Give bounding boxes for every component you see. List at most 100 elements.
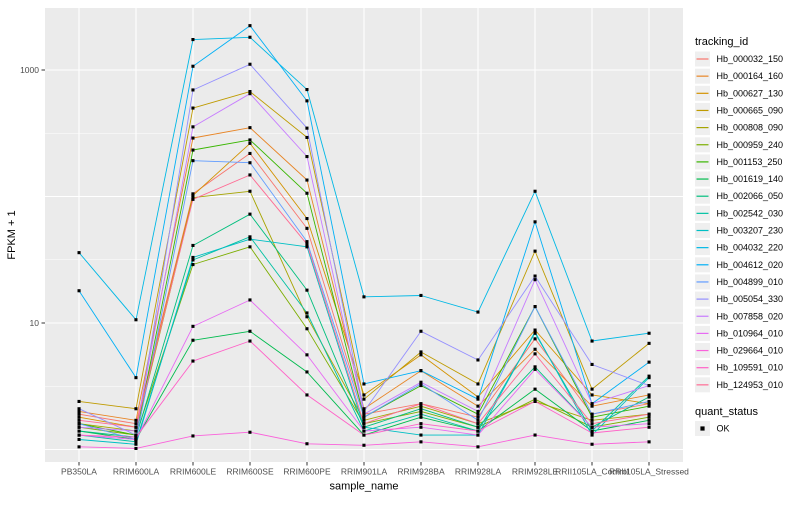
data-point — [191, 434, 195, 438]
data-point — [134, 446, 138, 450]
legend-item-Hb_000627_130: Hb_000627_130 — [695, 85, 783, 101]
data-point — [362, 425, 366, 429]
data-point — [647, 331, 651, 335]
data-point — [134, 407, 138, 411]
data-point — [191, 88, 195, 92]
legend-item-Hb_002066_050: Hb_002066_050 — [695, 188, 783, 204]
series-points-Hb_003207_230 — [77, 237, 651, 446]
data-point — [647, 422, 651, 426]
data-point — [533, 365, 537, 369]
legend: tracking_id Hb_000032_150Hb_000164_160Hb… — [695, 36, 783, 436]
data-point — [305, 370, 309, 374]
legend-title-quant-status: quant_status — [695, 406, 758, 418]
legend-label: Hb_000808_090 — [717, 123, 784, 133]
data-point — [191, 258, 195, 262]
legend-item-Hb_029664_010: Hb_029664_010 — [695, 343, 783, 358]
data-point — [419, 404, 423, 408]
data-point — [419, 350, 423, 354]
legend-item-Hb_004612_020: Hb_004612_020 — [695, 257, 783, 273]
data-point — [533, 399, 537, 403]
data-point — [191, 38, 195, 42]
data-point — [134, 433, 138, 437]
data-point — [305, 311, 309, 315]
data-point — [533, 397, 537, 401]
series-points-Hb_000665_090 — [77, 90, 651, 411]
data-point — [77, 407, 81, 411]
data-point — [77, 251, 81, 255]
data-point — [191, 136, 195, 140]
data-point — [191, 193, 195, 197]
data-point — [362, 295, 366, 299]
data-point — [77, 445, 81, 449]
data-point — [419, 407, 423, 411]
data-point — [362, 422, 366, 426]
data-point — [362, 407, 366, 411]
data-point — [419, 402, 423, 406]
data-point — [590, 422, 594, 426]
legend-label: Hb_000959_240 — [717, 140, 784, 150]
data-point — [305, 240, 309, 244]
data-point — [476, 395, 480, 399]
data-point — [305, 226, 309, 230]
y-tick-label: 10 — [30, 318, 40, 328]
data-point — [533, 433, 537, 437]
data-point — [77, 437, 81, 441]
data-point — [647, 399, 651, 403]
major-gridlines — [45, 8, 683, 462]
data-point — [362, 393, 366, 397]
data-point — [533, 328, 537, 332]
data-point — [533, 274, 537, 278]
data-point — [305, 353, 309, 357]
data-point — [305, 393, 309, 397]
legend-item-Hb_002542_030: Hb_002542_030 — [695, 205, 783, 221]
data-point — [647, 360, 651, 364]
data-point — [248, 92, 252, 96]
data-point — [305, 135, 309, 139]
data-point — [590, 393, 594, 397]
data-point — [77, 289, 81, 293]
data-point — [248, 189, 252, 193]
legend-item-ok: OK — [695, 421, 730, 436]
data-point — [305, 315, 309, 319]
data-point — [191, 64, 195, 68]
legend-label: Hb_001619_140 — [717, 174, 784, 184]
x-tick-label: RRIM928LE — [512, 467, 559, 477]
data-point — [191, 196, 195, 200]
data-point — [305, 245, 309, 249]
data-point — [647, 418, 651, 422]
data-point — [191, 192, 195, 196]
series-points-Hb_004032_220 — [77, 35, 651, 343]
data-point — [134, 376, 138, 380]
data-point — [248, 151, 252, 155]
data-point — [419, 329, 423, 333]
data-point — [419, 353, 423, 357]
data-point — [77, 425, 81, 429]
x-tick-label: RRIM600SE — [226, 467, 274, 477]
legend-item-Hb_005054_330: Hb_005054_330 — [695, 291, 783, 307]
data-point — [590, 402, 594, 406]
legend-item-Hb_000164_160: Hb_000164_160 — [695, 68, 783, 84]
legend-item-Hb_001153_250: Hb_001153_250 — [695, 154, 782, 170]
series-points-Hb_000627_130 — [77, 141, 651, 429]
data-point — [590, 412, 594, 416]
data-point — [647, 440, 651, 444]
legend-item-Hb_000032_150: Hb_000032_150 — [695, 51, 783, 67]
series-points-Hb_029664_010 — [77, 430, 651, 450]
x-tick-label: RRIM600PE — [283, 467, 331, 477]
data-point — [134, 435, 138, 439]
data-point — [77, 409, 81, 413]
x-tick-label: RRIM928BA — [397, 467, 445, 477]
data-point — [362, 412, 366, 416]
data-point — [419, 409, 423, 413]
data-point — [476, 425, 480, 429]
legend-item-Hb_001619_140: Hb_001619_140 — [695, 171, 784, 187]
legend-items: Hb_000032_150 Hb_000164_160 Hb_000627_130 H… — [695, 51, 784, 393]
x-tick-label: RRII105LA_Control — [555, 467, 629, 477]
data-point — [647, 415, 651, 419]
legend-label: Hb_010964_010 — [717, 328, 784, 338]
legend-label: Hb_004032_220 — [717, 243, 784, 253]
data-point — [191, 324, 195, 328]
legend-item-Hb_004899_010: Hb_004899_010 — [695, 274, 783, 290]
